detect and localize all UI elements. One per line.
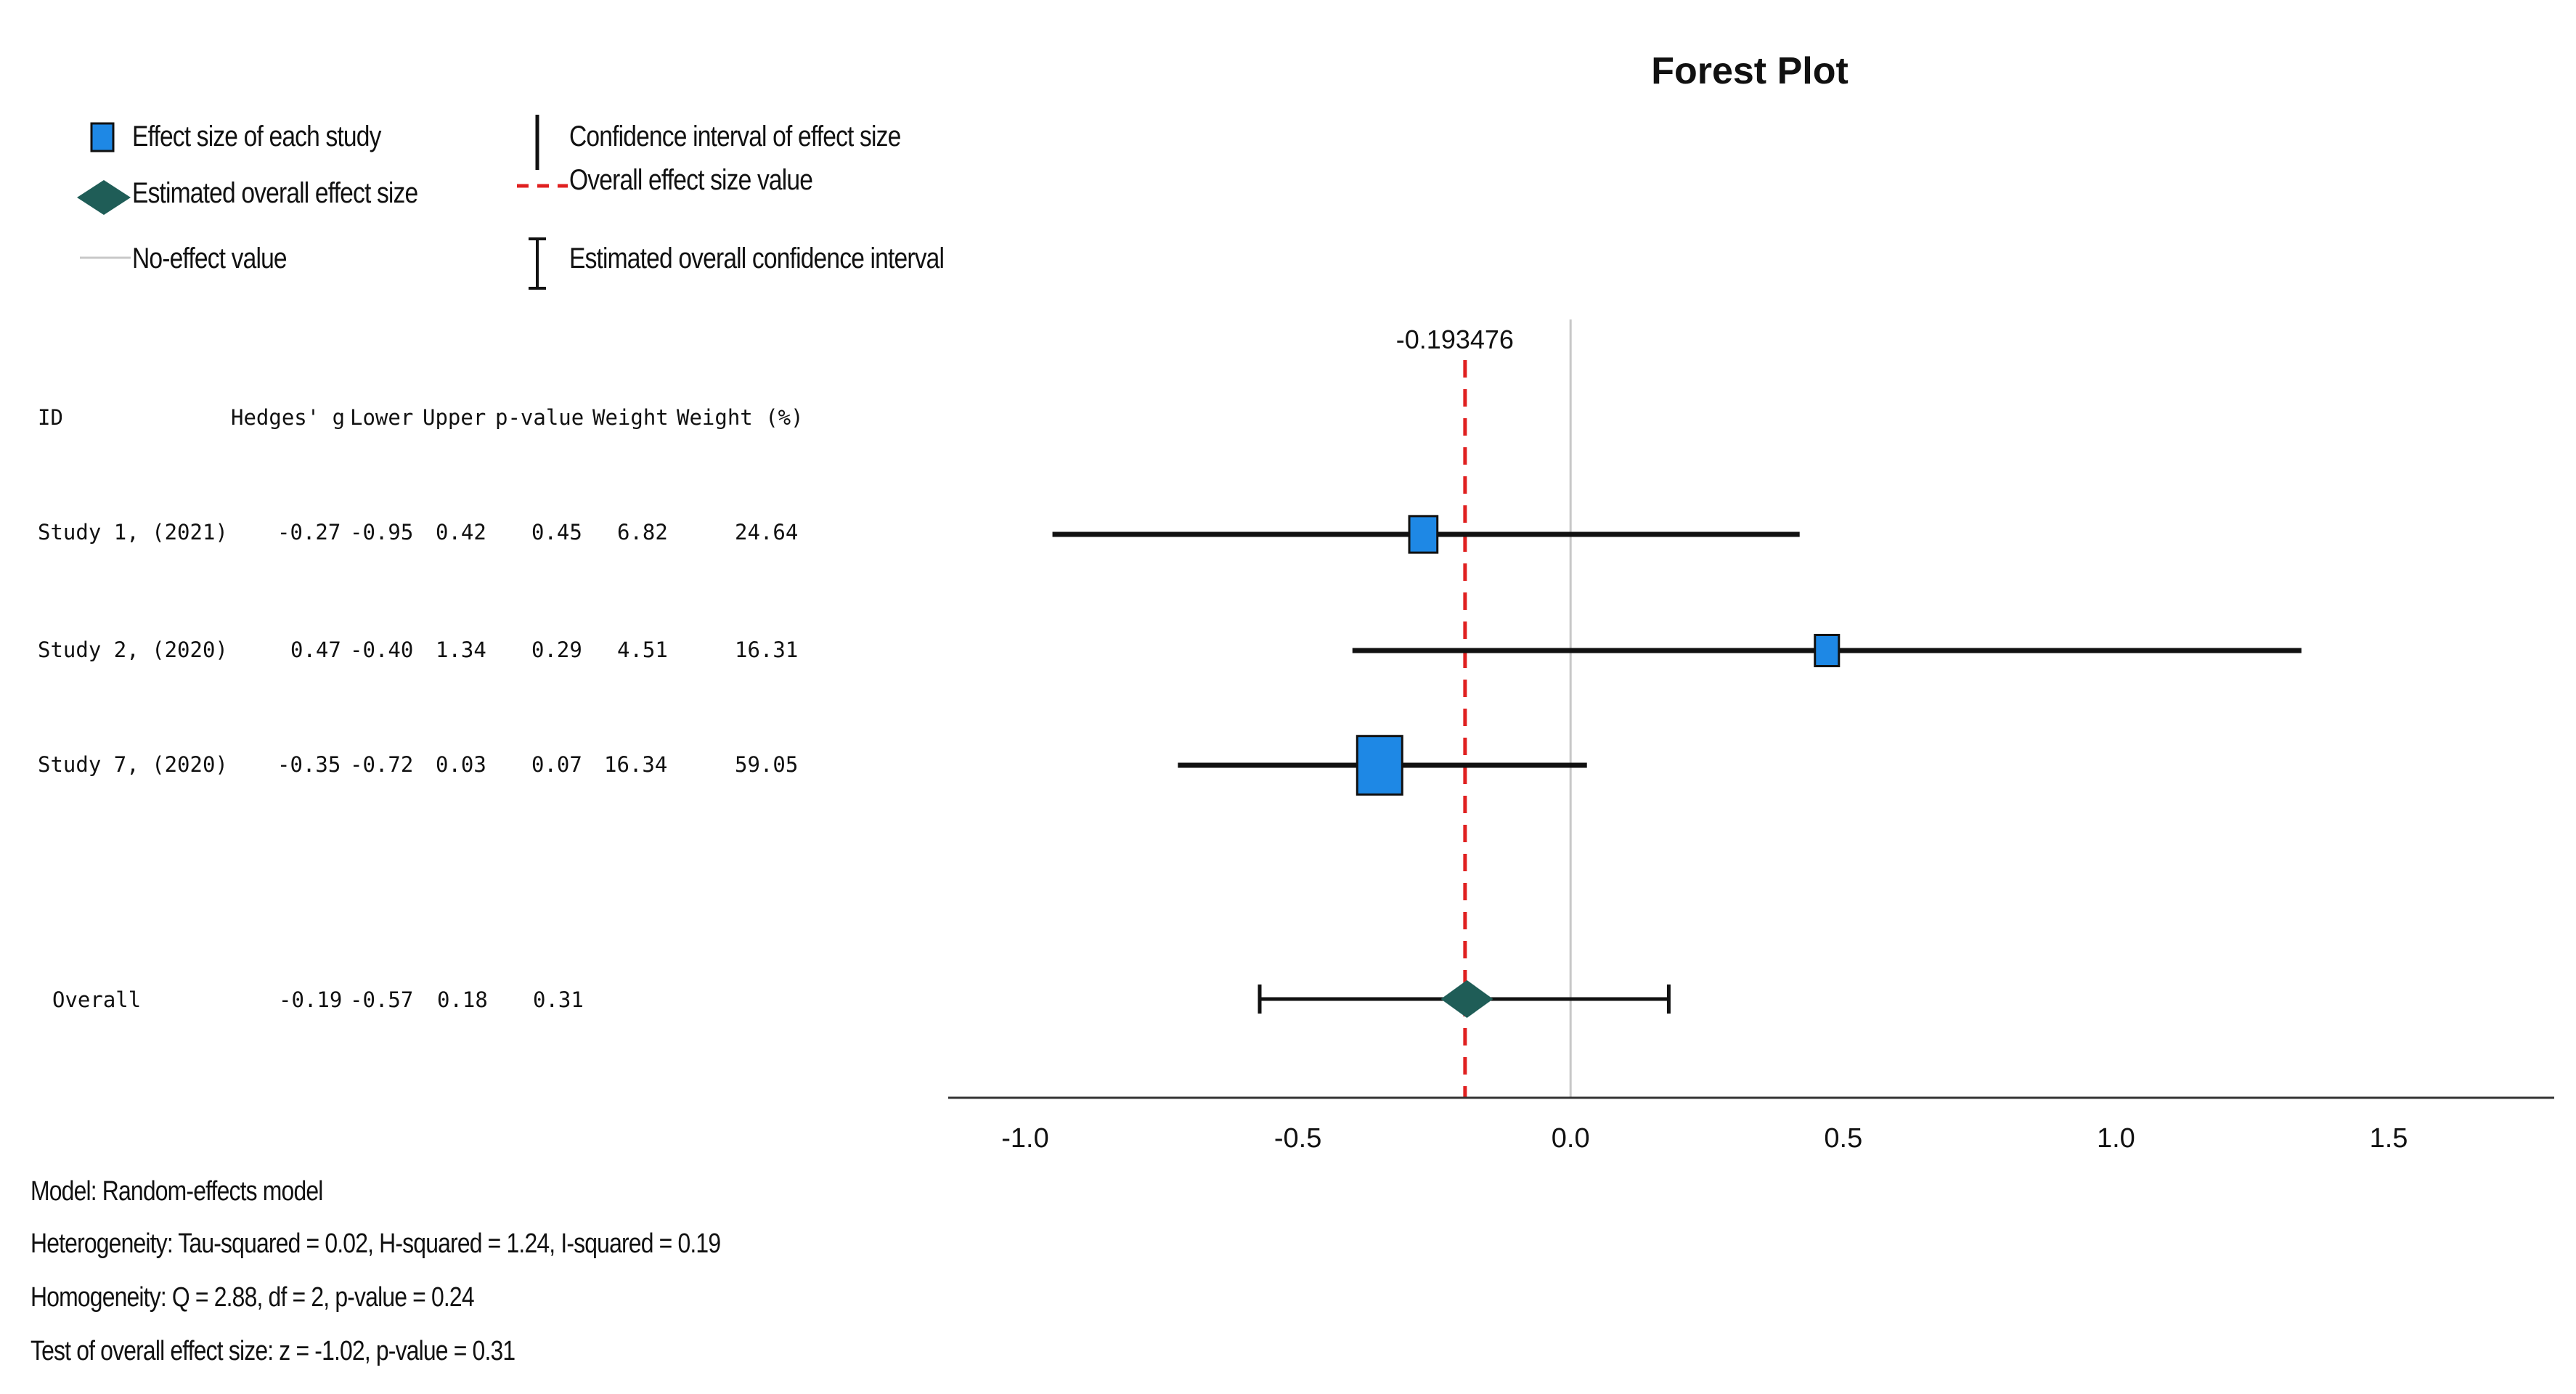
footer-model: Model: Random-effects model [30,1176,323,1207]
row-p-value: 0.29 [531,637,582,662]
col-header-p-value: p-value [495,405,584,430]
col-header-weight: Weight [592,405,669,430]
row-hedges-g: -0.35 [277,752,341,777]
legend-overall-dashed-line-icon [517,184,568,188]
row-lower: -0.72 [350,752,414,777]
row-weight-pct: 59.05 [735,752,799,777]
overall-effect-value-label: -0.193476 [1396,325,1514,354]
legend-overall-ci: Estimated overall confidence interval [569,242,945,274]
footer-test: Test of overall effect size: z = -1.02, … [30,1336,515,1366]
legend-study-effect: Effect size of each study [132,121,381,152]
row-weight: 4.51 [617,637,668,662]
study-effect-marker [1814,634,1841,667]
legend-no-effect-line-icon [80,256,131,259]
legend-no-effect: No-effect value [132,242,288,274]
row-weight: 16.34 [604,752,668,777]
legend-overall-line: Overall effect size value [569,164,813,196]
study-effect-marker [1408,515,1439,554]
x-tick-label: 1.5 [2370,1123,2408,1154]
overall-upper: 0.18 [437,987,488,1012]
col-header-weight-pct: Weight (%) [677,405,804,430]
x-tick-label: 1.0 [2097,1123,2135,1154]
x-tick-label: -0.5 [1274,1123,1321,1154]
row-weight-pct: 16.31 [735,637,799,662]
legend-study-ci: Confidence interval of effect size [569,121,901,152]
row-p-value: 0.45 [531,520,582,545]
legend-study-marker-icon [90,122,115,152]
row-weight-pct: 24.64 [735,520,799,545]
x-tick-label: 0.5 [1824,1123,1862,1154]
x-tick-label: -1.0 [1001,1123,1048,1154]
row-upper: 1.34 [436,637,486,662]
row-id: Study 7, (2020) [38,752,228,777]
row-id: Study 2, (2020) [38,637,228,662]
overall-p-value: 0.31 [533,987,584,1012]
overall-effect-diamond [1440,980,1493,1018]
x-tick-label: 0.0 [1552,1123,1590,1154]
row-lower: -0.40 [350,637,414,662]
legend-overall-effect: Estimated overall effect size [132,177,418,209]
legend-ci-line-icon [535,115,539,170]
col-header-upper: Upper [423,405,486,430]
row-upper: 0.03 [436,752,486,777]
row-lower: -0.95 [350,520,414,545]
footer-homogeneity: Homogeneity: Q = 2.88, df = 2, p-value =… [30,1282,475,1313]
footer-heterogeneity: Heterogeneity: Tau-squared = 0.02, H-squ… [30,1228,721,1259]
legend-overall-ci-icon [529,237,546,290]
col-header-id: ID [38,405,63,430]
row-hedges-g: 0.47 [290,637,341,662]
row-p-value: 0.07 [531,752,582,777]
row-weight: 6.82 [617,520,668,545]
row-upper: 0.42 [436,520,486,545]
overall-lower: -0.57 [350,987,414,1012]
col-header-hedges-g: Hedges' g [231,405,346,430]
row-id: Study 1, (2021) [38,520,228,545]
row-hedges-g: -0.27 [277,520,341,545]
legend-overall-diamond-icon [77,180,131,215]
col-header-lower: Lower [350,405,414,430]
chart-title: Forest Plot [1651,50,1849,92]
overall-id: Overall [52,987,142,1012]
overall-hedges-g: -0.19 [279,987,343,1012]
study-effect-marker [1356,735,1403,796]
